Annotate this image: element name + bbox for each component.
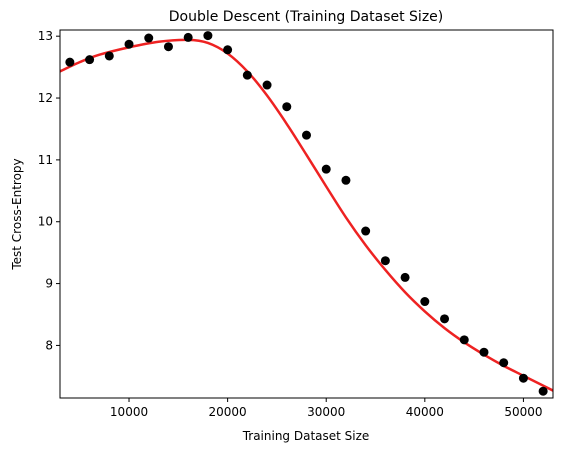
y-axis-ticks: 8 9 10 11 12 13 xyxy=(38,29,60,352)
y-tick-label: 13 xyxy=(38,29,53,43)
scatter-point xyxy=(163,42,173,52)
scatter-point xyxy=(440,314,450,324)
scatter-point xyxy=(341,175,351,185)
scatter-point xyxy=(65,57,75,67)
scatter-point xyxy=(203,31,213,41)
scatter-point xyxy=(262,80,272,90)
x-tick-label: 40000 xyxy=(406,405,444,419)
scatter-points-layer xyxy=(65,31,548,396)
scatter-point xyxy=(380,256,390,266)
y-tick-label: 11 xyxy=(38,153,53,167)
scatter-point xyxy=(124,39,134,49)
y-tick-label: 9 xyxy=(45,277,53,291)
scatter-point xyxy=(518,373,528,383)
y-tick-label: 10 xyxy=(38,215,53,229)
scatter-point xyxy=(321,164,331,174)
scatter-point xyxy=(302,130,311,140)
scatter-point xyxy=(538,386,548,396)
x-tick-label: 20000 xyxy=(209,405,247,419)
fit-curve xyxy=(60,38,553,392)
scatter-point xyxy=(104,51,114,61)
y-tick-label: 8 xyxy=(45,338,53,352)
scatter-point xyxy=(479,347,489,357)
x-axis-label: Training Dataset Size xyxy=(242,429,370,443)
plot-frame xyxy=(59,29,554,399)
scatter-point xyxy=(242,70,252,80)
fit-curve-layer xyxy=(60,38,553,392)
plot-area xyxy=(60,31,553,396)
scatter-point xyxy=(223,45,233,55)
scatter-point xyxy=(400,272,410,282)
chart-title: Double Descent (Training Dataset Size) xyxy=(169,9,444,25)
scatter-point xyxy=(420,297,430,307)
scatter-point xyxy=(459,335,469,345)
x-tick-label: 10000 xyxy=(110,405,148,419)
scatter-point xyxy=(499,358,509,368)
y-tick-label: 12 xyxy=(38,91,53,105)
scatter-point xyxy=(361,226,371,236)
scatter-point xyxy=(85,55,95,65)
scatter-point xyxy=(144,33,154,43)
y-axis-label: Test Cross-Entropy xyxy=(10,158,24,270)
scatter-point xyxy=(282,102,292,112)
scatter-point xyxy=(183,32,193,42)
x-tick-label: 50000 xyxy=(504,405,542,419)
x-axis-ticks: 10000 20000 30000 40000 50000 xyxy=(110,398,543,419)
x-tick-label: 30000 xyxy=(307,405,345,419)
